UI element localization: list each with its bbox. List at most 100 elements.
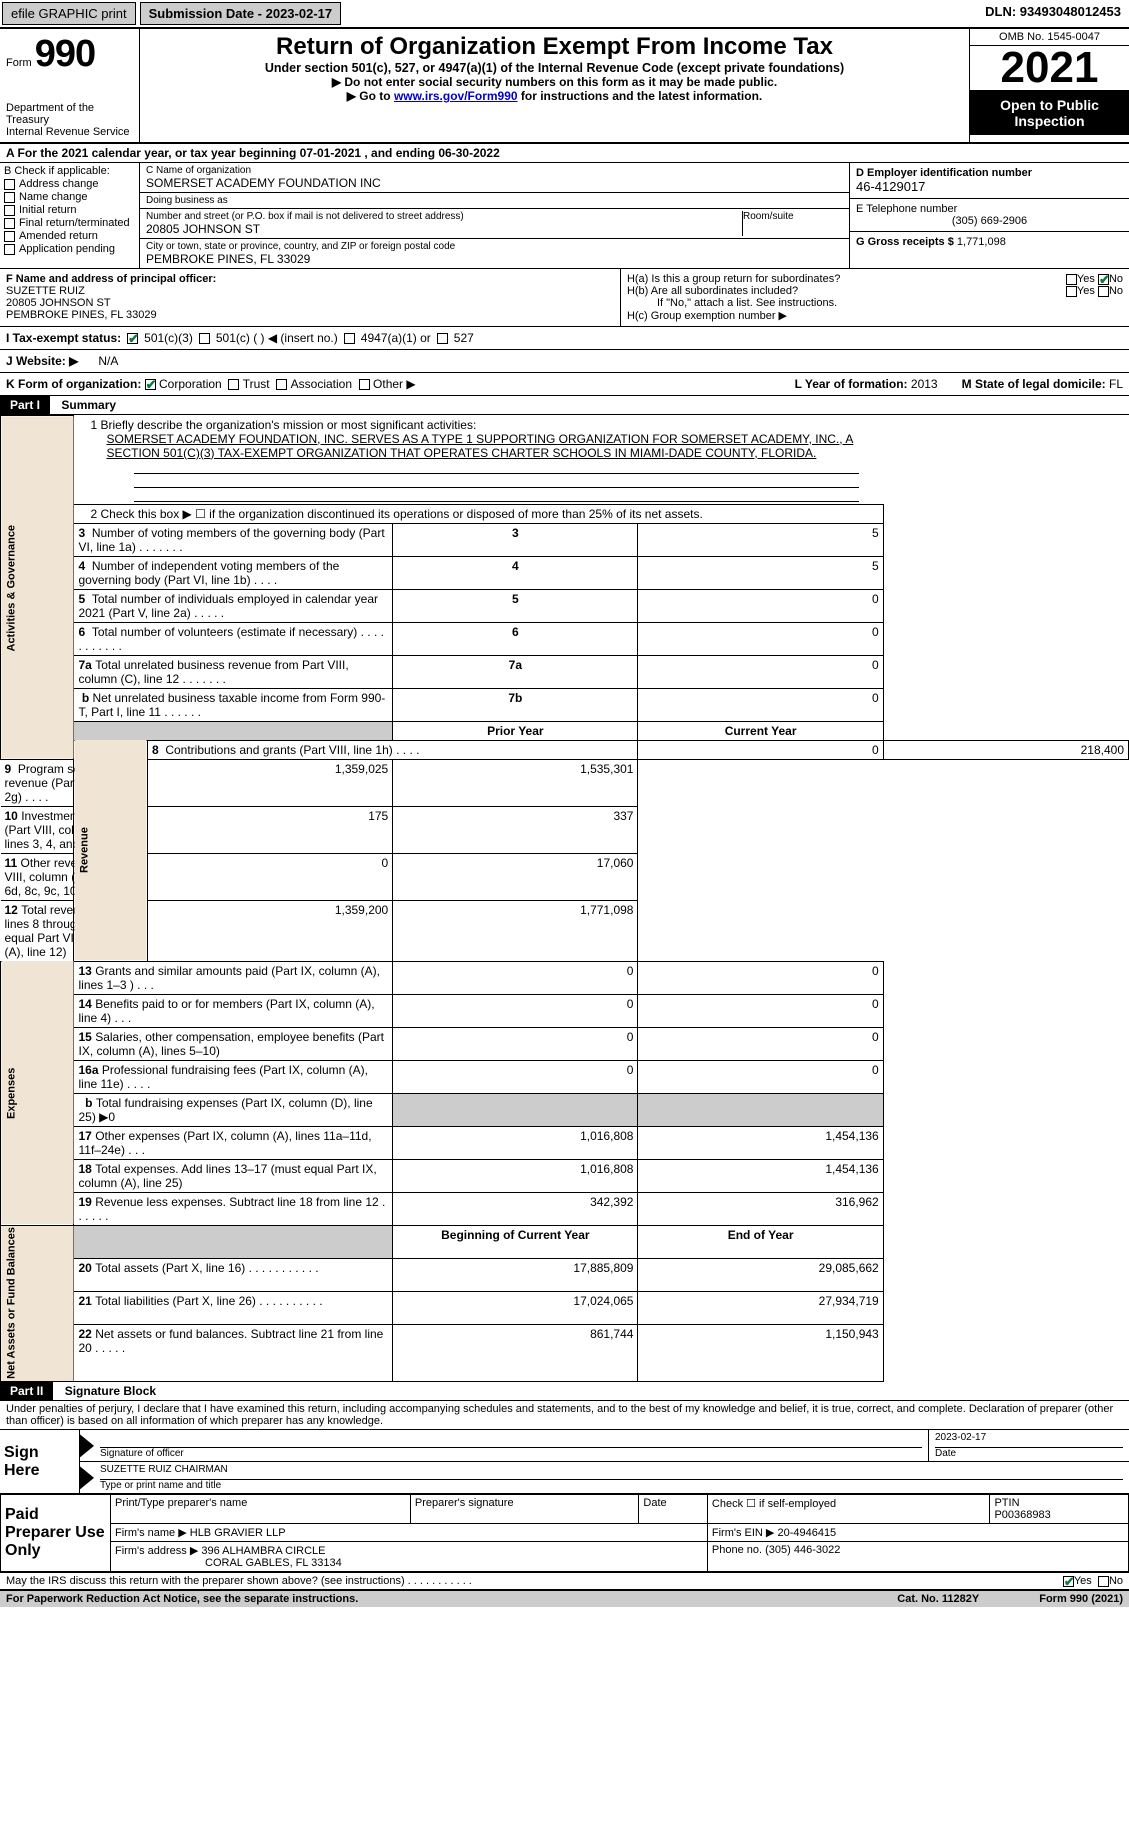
form-word: Form <box>6 57 32 69</box>
line2: 2 Check this box ▶ ☐ if the organization… <box>74 504 883 523</box>
submission-date: Submission Date - 2023-02-17 <box>140 2 342 25</box>
firm-ein-label: Firm's EIN ▶ <box>712 1527 775 1539</box>
perjury-declaration: Under penalties of perjury, I declare th… <box>0 1401 1129 1430</box>
org-name-label: C Name of organization <box>146 165 843 176</box>
arrow-icon <box>80 1466 94 1489</box>
header-right: OMB No. 1545-0047 2021 Open to Public In… <box>969 29 1129 142</box>
irs-link[interactable]: www.irs.gov/Form990 <box>394 89 518 103</box>
row-6: 6 Total number of volunteers (estimate i… <box>1 622 1129 655</box>
discuss-yes[interactable] <box>1063 1576 1074 1587</box>
row-prior-current-hdr: Prior YearCurrent Year <box>1 721 1129 740</box>
summary-table: Activities & Governance 1 Briefly descri… <box>0 415 1129 1382</box>
org-name: SOMERSET ACADEMY FOUNDATION INC <box>146 176 381 190</box>
officer-city: PEMBROKE PINES, FL 33029 <box>6 309 614 321</box>
ein-value: 46-4129017 <box>856 179 1123 194</box>
hb-no[interactable] <box>1098 286 1109 297</box>
officer-label: F Name and address of principal officer: <box>6 273 614 285</box>
street-label: Number and street (or P.O. box if mail i… <box>146 211 742 222</box>
paid-preparer-label: Paid Preparer Use Only <box>1 1495 111 1572</box>
chk-501c[interactable] <box>199 333 210 344</box>
form-subtitle-2: ▶ Do not enter social security numbers o… <box>148 75 961 89</box>
sig-date-label: Date <box>935 1448 1123 1459</box>
officer-name: SUZETTE RUIZ <box>6 285 614 297</box>
chk-address-change[interactable] <box>4 179 15 190</box>
officer-street: 20805 JOHNSON ST <box>6 297 614 309</box>
chk-amended-return[interactable] <box>4 231 15 242</box>
ha-no[interactable] <box>1098 274 1109 285</box>
efile-print-button[interactable]: efile GRAPHIC print <box>2 2 136 25</box>
blank-line-1 <box>134 460 859 474</box>
chk-corporation[interactable] <box>145 379 156 390</box>
gross-receipts-label: G Gross receipts $ <box>856 236 954 248</box>
arrow-icon <box>80 1434 94 1457</box>
pra-notice: For Paperwork Reduction Act Notice, see … <box>6 1593 358 1605</box>
row-7a: 7a Total unrelated business revenue from… <box>1 655 1129 688</box>
entity-block: B Check if applicable: Address change Na… <box>0 163 1129 269</box>
sign-here-label: Sign Here <box>0 1430 80 1493</box>
header-mid: Return of Organization Exempt From Incom… <box>140 29 969 142</box>
chk-other[interactable] <box>359 379 370 390</box>
part1-header-row: Part I Summary <box>0 396 1129 415</box>
side-activities: Activities & Governance <box>1 416 74 760</box>
hb-yes[interactable] <box>1066 286 1077 297</box>
discuss-row: May the IRS discuss this return with the… <box>0 1572 1129 1589</box>
sig-date: 2023-02-17 <box>935 1432 1123 1448</box>
chk-527[interactable] <box>437 333 448 344</box>
box-f: F Name and address of principal officer:… <box>0 269 621 326</box>
firm-phone: (305) 446-3022 <box>765 1544 840 1556</box>
box-fh: F Name and address of principal officer:… <box>0 269 1129 327</box>
state-domicile: FL <box>1109 377 1123 391</box>
sig-officer-label: Signature of officer <box>100 1448 922 1459</box>
type-name-label: Type or print name and title <box>100 1480 1123 1491</box>
firm-name: HLB GRAVIER LLP <box>190 1527 286 1539</box>
chk-name-change[interactable] <box>4 192 15 203</box>
firm-name-label: Firm's name ▶ <box>115 1527 187 1539</box>
ptin-label: PTIN <box>994 1497 1019 1509</box>
side-expenses: Expenses <box>1 961 74 1225</box>
blank-line-2 <box>134 474 859 488</box>
chk-501c3[interactable] <box>127 333 138 344</box>
part1-title: Summary <box>53 396 124 414</box>
row-4: 4 Number of independent voting members o… <box>1 556 1129 589</box>
chk-initial-return[interactable] <box>4 205 15 216</box>
part2-badge: Part II <box>0 1382 53 1400</box>
chk-application-pending[interactable] <box>4 244 15 255</box>
city-label: City or town, state or province, country… <box>146 241 843 252</box>
box-j: J Website: ▶ N/A <box>0 350 1129 373</box>
tax-year: 2021 <box>970 46 1129 91</box>
self-employed-check: Check ☐ if self-employed <box>707 1495 990 1524</box>
form-org-label: K Form of organization: <box>6 377 141 391</box>
chk-4947a1[interactable] <box>344 333 355 344</box>
preparer-block: Paid Preparer Use Only Print/Type prepar… <box>0 1494 1129 1572</box>
header-left: Form 990 Department of the Treasury Inte… <box>0 29 140 142</box>
chk-association[interactable] <box>276 379 287 390</box>
ha-label: H(a) Is this a group return for subordin… <box>627 273 840 285</box>
side-revenue: Revenue <box>74 740 147 961</box>
state-domicile-label: M State of legal domicile: <box>962 377 1106 391</box>
hb-note: If "No," attach a list. See instructions… <box>627 297 1123 309</box>
period-row: A For the 2021 calendar year, or tax yea… <box>0 144 1129 163</box>
preparer-date-label: Date <box>639 1495 707 1524</box>
form-header: Form 990 Department of the Treasury Inte… <box>0 29 1129 144</box>
gross-receipts-value: 1,771,098 <box>957 236 1006 248</box>
preparer-name-label: Print/Type preparer's name <box>111 1495 411 1524</box>
chk-trust[interactable] <box>228 379 239 390</box>
row-5: 5 Total number of individuals employed i… <box>1 589 1129 622</box>
discuss-no[interactable] <box>1098 1576 1109 1587</box>
box-i: I Tax-exempt status: 501(c)(3) 501(c) ( … <box>0 327 1129 350</box>
box-h: H(a) Is this a group return for subordin… <box>621 269 1129 326</box>
row-7b: b Net unrelated business taxable income … <box>1 688 1129 721</box>
chk-final-return[interactable] <box>4 218 15 229</box>
box-klm: K Form of organization: Corporation Trus… <box>0 373 1129 396</box>
ha-yes[interactable] <box>1066 274 1077 285</box>
dept-treasury: Department of the Treasury <box>6 102 133 126</box>
part1-badge: Part I <box>0 396 50 414</box>
row-3: 3 Number of voting members of the govern… <box>1 523 1129 556</box>
top-bar: efile GRAPHIC print Submission Date - 20… <box>0 0 1129 29</box>
form-subtitle-1: Under section 501(c), 527, or 4947(a)(1)… <box>148 61 961 75</box>
hc-label: H(c) Group exemption number ▶ <box>627 309 1123 322</box>
dln: DLN: 93493048012453 <box>977 0 1129 27</box>
sign-here-block: Sign Here Signature of officer 2023-02-1… <box>0 1430 1129 1494</box>
tax-status-label: I Tax-exempt status: <box>6 331 121 345</box>
box-b-label: B Check if applicable: <box>4 165 135 177</box>
